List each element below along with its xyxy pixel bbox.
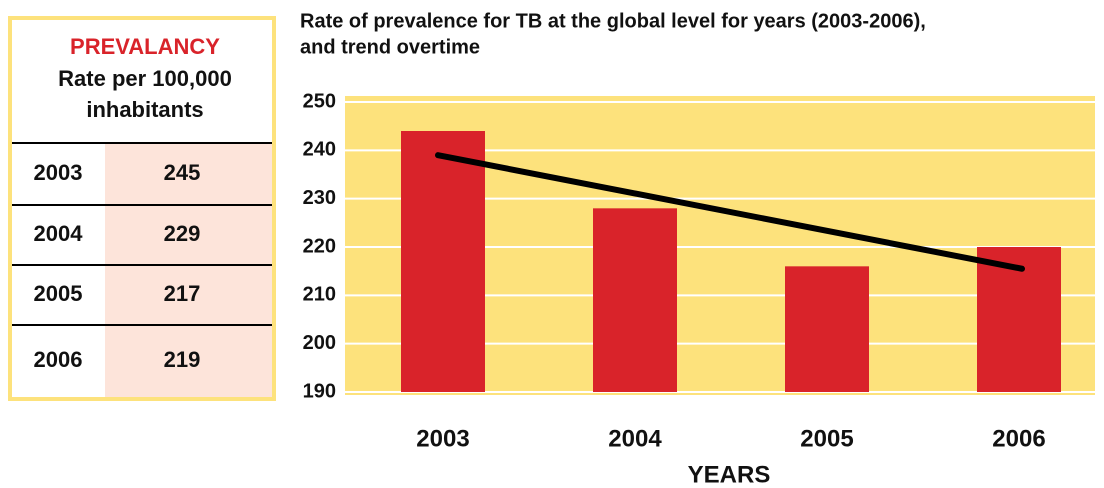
- x-axis-label: YEARS: [688, 461, 771, 488]
- bar: [401, 131, 485, 392]
- table-cell: 2005: [34, 281, 83, 306]
- table-subtitle: Rate per 100,000: [58, 66, 232, 91]
- table-cell: 217: [164, 281, 201, 306]
- y-tick-label: 240: [303, 139, 336, 161]
- table-title: PREVALANCY: [70, 34, 220, 59]
- x-tick-label: 2006: [992, 425, 1045, 452]
- table-cell: 2004: [34, 221, 84, 246]
- table-cell: 2003: [34, 160, 83, 185]
- chart-title: Rate of prevalence for TB at the global …: [300, 10, 926, 32]
- x-tick-label: 2003: [416, 425, 469, 452]
- x-tick-label: 2005: [800, 425, 853, 452]
- chart-title: and trend overtime: [300, 36, 480, 58]
- bar: [785, 266, 869, 392]
- y-tick-label: 210: [303, 284, 336, 306]
- x-tick-label: 2004: [608, 425, 662, 452]
- y-tick-label: 200: [303, 332, 336, 354]
- table-cell: 245: [164, 160, 201, 185]
- table-subtitle: inhabitants: [86, 97, 203, 122]
- y-tick-label: 250: [303, 90, 336, 112]
- trend-line: [435, 152, 1025, 272]
- bar: [593, 208, 677, 392]
- y-tick-label: 190: [303, 380, 336, 402]
- table-cell: 229: [164, 221, 201, 246]
- y-tick-label: 220: [303, 235, 336, 257]
- y-tick-label: 230: [303, 187, 336, 209]
- value-column: [105, 143, 272, 397]
- table-cell: 219: [164, 347, 201, 372]
- table-cell: 2006: [34, 347, 83, 372]
